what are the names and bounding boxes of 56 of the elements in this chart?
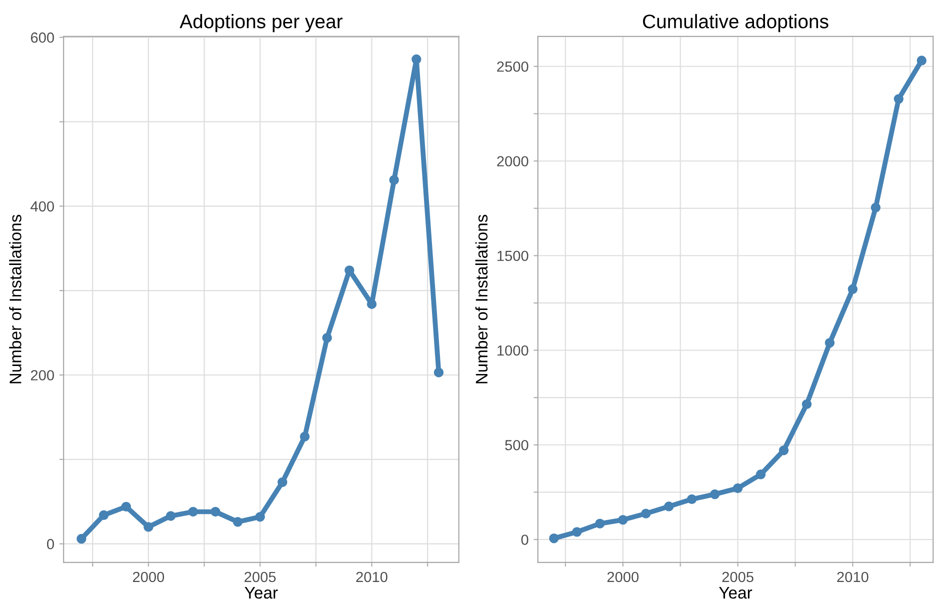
y-tick-label: 600 [30, 32, 54, 43]
point [870, 202, 881, 212]
point [210, 506, 220, 517]
point [824, 338, 835, 348]
y-axis-title: Number of Installations [9, 214, 22, 384]
point [664, 502, 674, 512]
y-tick-label: 500 [505, 440, 528, 450]
point [255, 512, 265, 522]
y-tick-label: 400 [30, 201, 54, 212]
point [848, 284, 858, 294]
x-tick-label: 2005 [244, 572, 276, 582]
y-tick-label: 2500 [497, 61, 528, 72]
point [232, 517, 243, 527]
point [778, 446, 789, 456]
point [572, 527, 582, 537]
point [710, 489, 720, 500]
y-tick-label: 0 [521, 534, 528, 545]
x-tick-label: 2005 [722, 572, 754, 582]
point [300, 432, 310, 442]
x-tick-label: 2010 [837, 572, 868, 582]
point [549, 534, 559, 544]
point [756, 470, 766, 480]
point [389, 175, 399, 185]
point [641, 508, 651, 518]
point [434, 368, 444, 378]
x-tick-label: 2010 [356, 572, 388, 582]
point [144, 522, 154, 532]
x-tick-label: 2000 [607, 572, 639, 582]
x-tick-label: 2000 [132, 572, 164, 582]
y-tick-label: 200 [30, 370, 54, 380]
y-tick-label: 0 [47, 538, 54, 550]
point [121, 502, 131, 512]
point [595, 518, 605, 528]
point [322, 332, 332, 343]
point [412, 54, 422, 64]
point [166, 511, 176, 521]
y-tick-label: 2000 [497, 156, 528, 166]
point [76, 534, 86, 544]
point [98, 510, 109, 520]
point [916, 56, 926, 66]
x-axis-title: Year [719, 587, 752, 599]
point [802, 399, 812, 410]
point [686, 494, 697, 504]
point [344, 265, 354, 276]
y-tick-label: 1000 [498, 345, 528, 356]
point [732, 483, 743, 494]
point [618, 514, 628, 525]
y-axis-title: Number of Installations [475, 214, 488, 384]
chart-title: Adoptions per year [180, 14, 342, 32]
x-axis-title: Year [244, 587, 278, 599]
point [278, 477, 288, 488]
chart-title: Cumulative adoptions [643, 14, 828, 32]
point [366, 299, 377, 309]
y-tick-label: 1500 [498, 250, 528, 262]
point [894, 94, 904, 104]
point [188, 506, 198, 517]
